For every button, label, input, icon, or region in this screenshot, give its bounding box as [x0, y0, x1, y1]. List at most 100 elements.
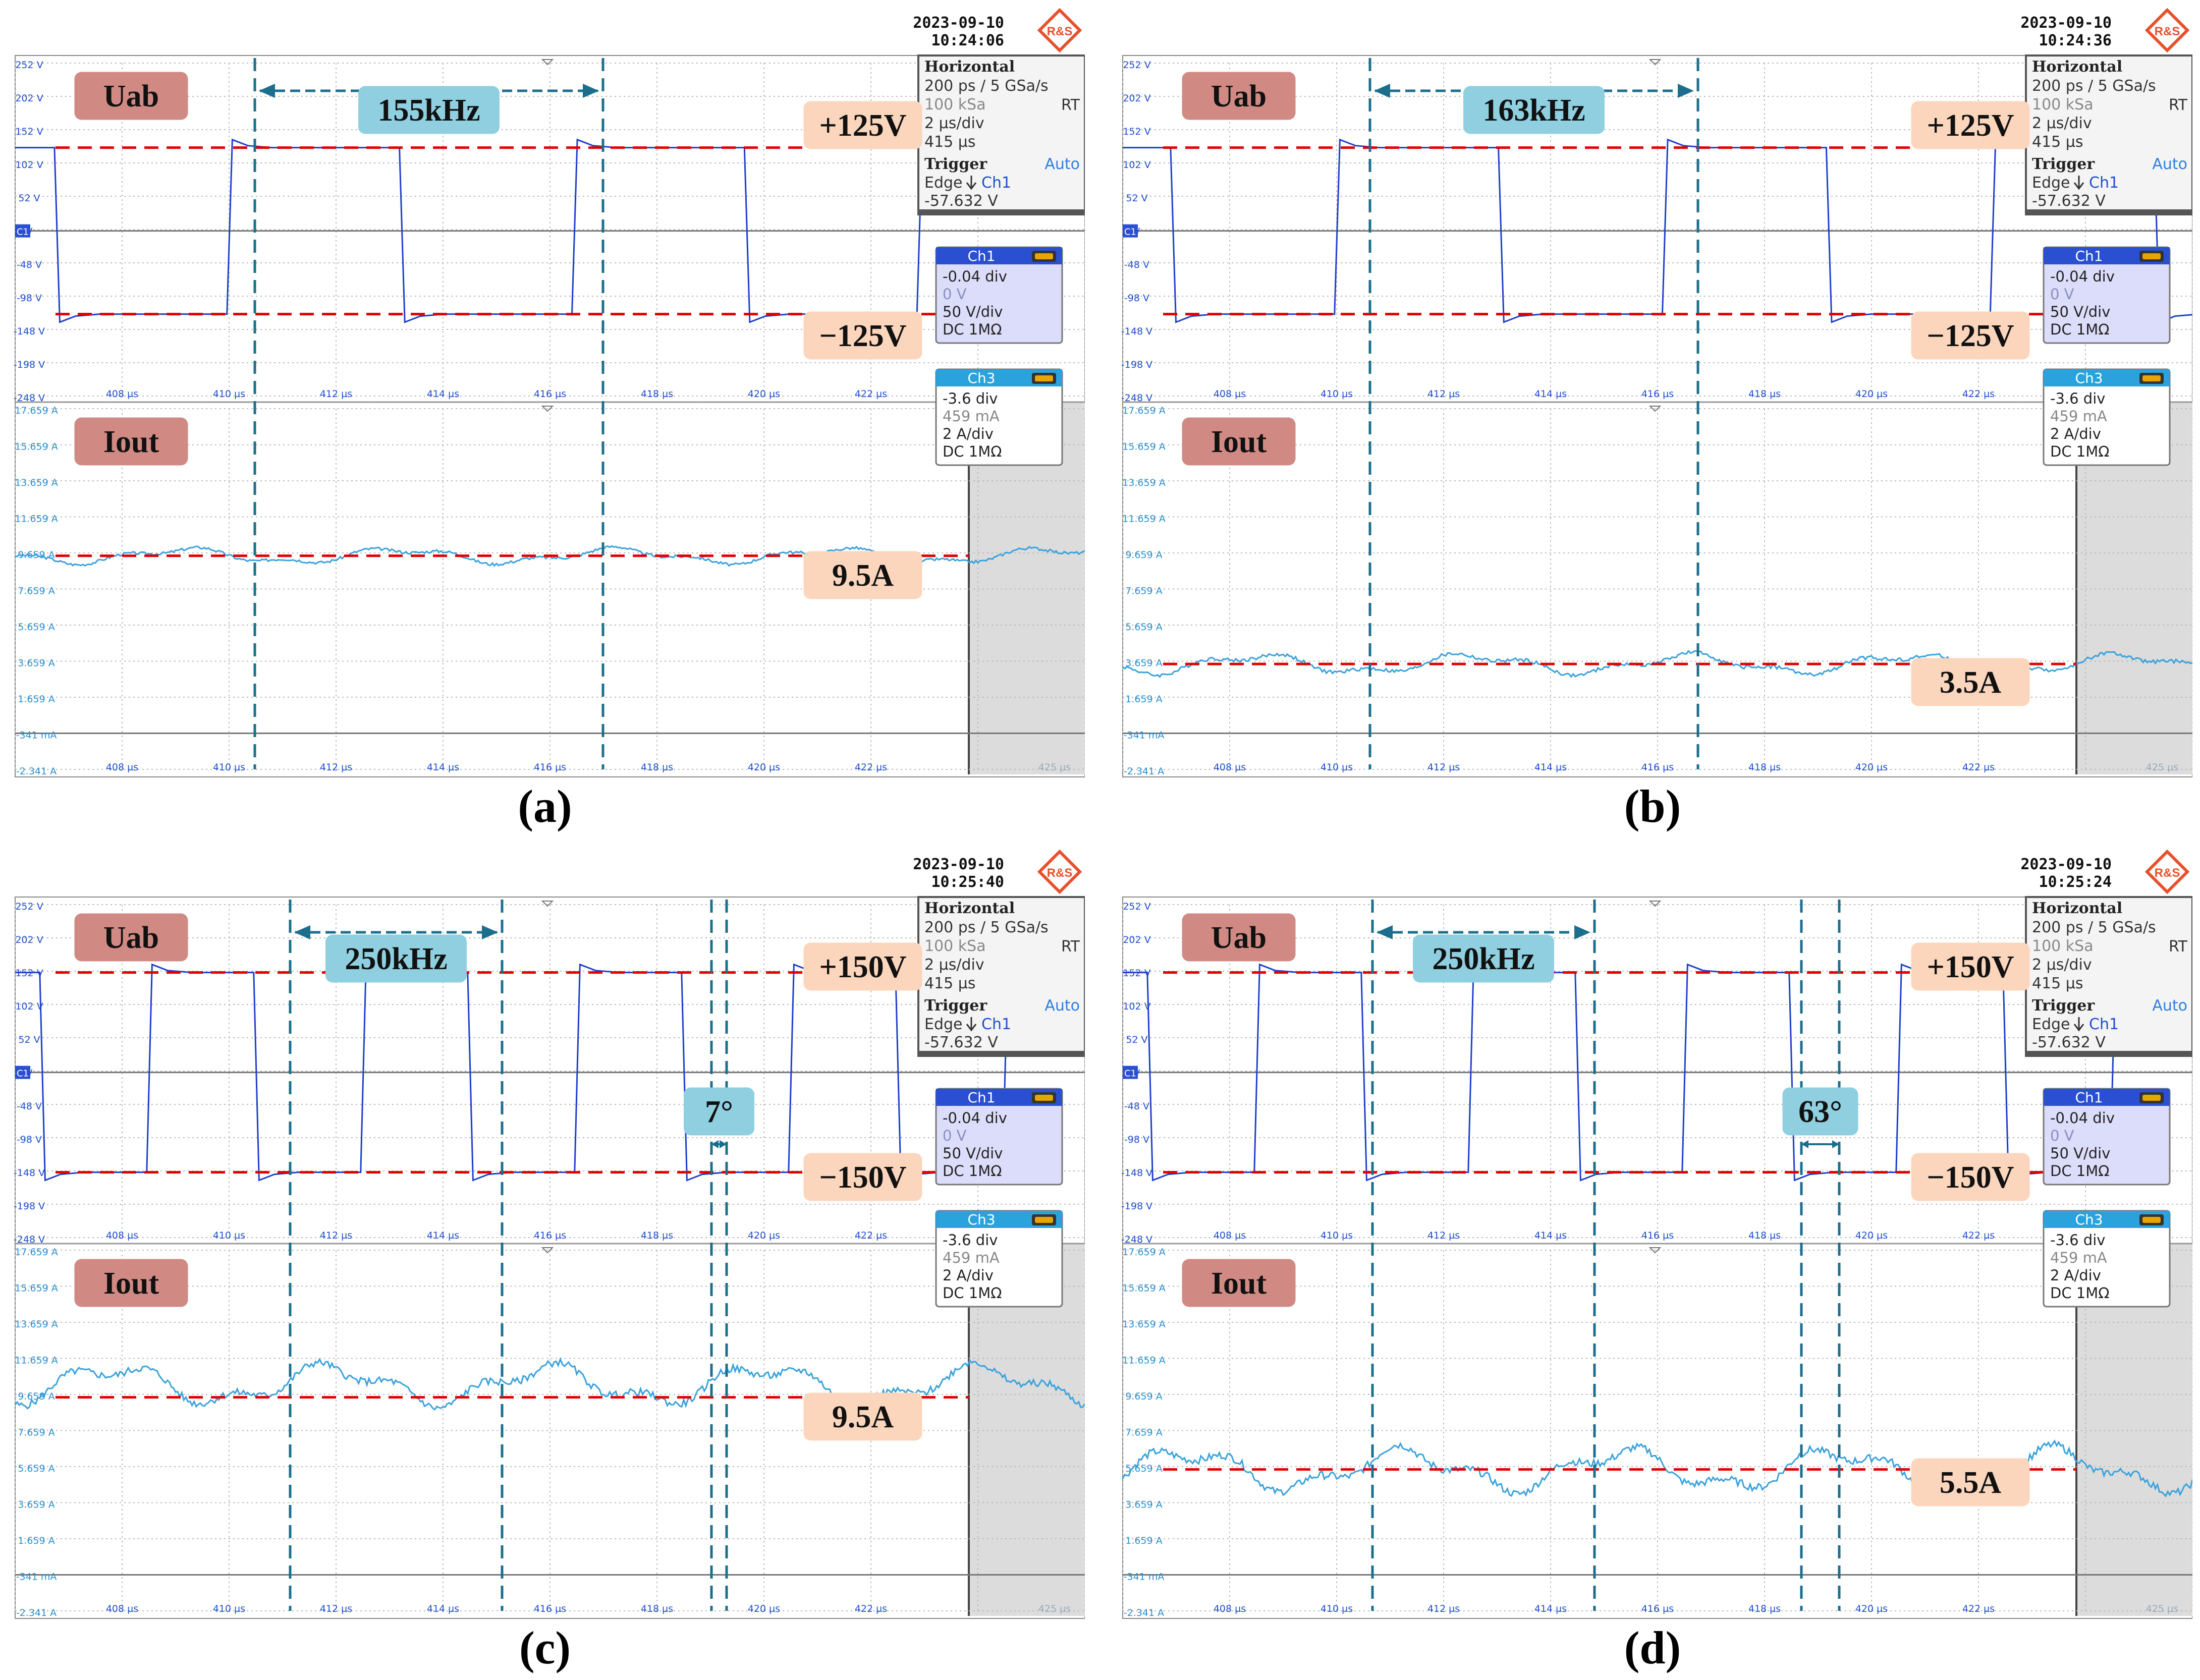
iout-name-label: Iout — [74, 417, 188, 466]
positive-voltage-label: +125V — [1911, 101, 2030, 149]
current-tick-label: 3.659 A — [1125, 658, 1162, 669]
ch3-line: 459 mA — [943, 408, 1000, 425]
trigger-mode[interactable]: Auto — [1044, 155, 1080, 173]
uab-label-text: Uab — [103, 921, 159, 955]
trigger-source: Ch1 — [981, 1016, 1011, 1033]
positive-voltage-label-text: +150V — [1927, 950, 2014, 984]
ch3-line: 2 A/div — [943, 425, 994, 442]
current-tick-label: -341 mA — [16, 730, 57, 741]
trigger-level: -57.632 V — [2032, 1034, 2106, 1051]
ch1-marker-text: C1 — [17, 227, 29, 238]
time-tick-label: 420 µs — [748, 762, 780, 773]
current-tick-label: 13.659 A — [1122, 477, 1166, 488]
positive-voltage-label-text: +125V — [819, 108, 906, 143]
negative-voltage-label: −125V — [1911, 311, 2030, 360]
frequency-label: 155kHz — [358, 86, 500, 134]
voltage-tick-label: -148 V — [1121, 1167, 1152, 1179]
iout-value-label: 9.5A — [803, 551, 922, 599]
trigger-mode[interactable]: Auto — [2152, 997, 2187, 1015]
trigger-source: Ch1 — [2089, 174, 2119, 192]
current-tick-label: 5.659 A — [1125, 1463, 1162, 1474]
time-tick-label: 420 µs — [748, 388, 780, 400]
trigger-mode[interactable]: Auto — [1044, 997, 1080, 1015]
voltage-tick-label: -248 V — [1121, 393, 1152, 404]
uab-label: Uab — [1182, 72, 1296, 120]
voltage-tick-label: 202 V — [1123, 93, 1150, 104]
trigger-edge: Edge — [2032, 1016, 2070, 1033]
current-tick-label: 1.659 A — [1125, 1535, 1162, 1546]
uab-label-text: Uab — [1211, 921, 1267, 955]
horizontal-line: 100 kSa — [2032, 937, 2094, 955]
ch1-line: 50 V/div — [943, 1145, 1003, 1162]
rt-label: RT — [2169, 96, 2188, 114]
rt-label: RT — [1061, 96, 1080, 114]
negative-voltage-label: −150V — [803, 1153, 922, 1201]
ch1-marker-text: C1 — [1124, 227, 1136, 238]
panel-caption: (d) — [1624, 1622, 1681, 1673]
time-tick-label: 414 µs — [427, 762, 459, 773]
ch1-title: Ch1 — [2075, 248, 2103, 264]
time-tick-label: 425 µs — [2146, 762, 2178, 773]
trigger-edge: Edge — [2032, 174, 2070, 192]
positive-voltage-label: +150V — [1911, 942, 2030, 991]
voltage-tick-label: -48 V — [17, 1101, 42, 1112]
trigger-level: -57.632 V — [2032, 192, 2106, 210]
voltage-tick-label: -48 V — [1124, 259, 1149, 270]
current-tick-label: -2.341 A — [1124, 1607, 1164, 1618]
ch1-line: 0 V — [2050, 286, 2074, 303]
falling-edge-icon — [2073, 176, 2084, 190]
time-tick-label: 416 µs — [1641, 388, 1674, 400]
iout-value-label-text: 9.5A — [832, 558, 894, 593]
trigger-level: -57.632 V — [924, 192, 998, 210]
voltage-tick-label: -98 V — [1124, 1134, 1149, 1145]
current-tick-label: 1.659 A — [18, 694, 54, 705]
frequency-label-text: 250kHz — [1432, 942, 1534, 976]
time-tick-label: 408 µs — [1214, 1603, 1246, 1614]
current-tick-label: 17.659 A — [1122, 1247, 1166, 1258]
period-markers — [289, 900, 504, 1611]
positive-voltage-label-text: +150V — [819, 950, 906, 984]
time-tick-label: 420 µs — [1855, 1603, 1888, 1614]
trigger-mode[interactable]: Auto — [2152, 155, 2187, 173]
trigger-edge: Edge — [924, 1016, 963, 1033]
voltage-tick-label: -148 V — [1121, 326, 1152, 337]
voltage-tick-label: 202 V — [1123, 934, 1150, 945]
time-tick-label: 410 µs — [213, 1230, 245, 1241]
current-tick-label: 15.659 A — [1122, 441, 1166, 453]
time-tick-label: 414 µs — [427, 1603, 459, 1614]
time-tick-label: 416 µs — [534, 762, 566, 773]
time-tick-label: 412 µs — [320, 388, 352, 400]
voltage-tick-label: -98 V — [17, 1134, 42, 1145]
current-tick-label: 15.659 A — [1122, 1283, 1166, 1294]
trigger-title: Trigger — [2032, 997, 2095, 1015]
voltage-tick-label: 252 V — [1123, 60, 1150, 71]
time-tick-label: 422 µs — [1962, 1230, 1995, 1241]
time-tick-label: 420 µs — [1855, 388, 1888, 400]
time-tick-label: 422 µs — [855, 762, 887, 773]
time-tick-label: 418 µs — [641, 1230, 673, 1241]
time-tick-label: 412 µs — [1427, 1603, 1460, 1614]
rs-logo-text: R&S — [2155, 866, 2180, 880]
scope-screen — [15, 897, 1085, 1619]
iout-value-label-text: 5.5A — [1940, 1466, 2002, 1500]
time-tick-label: 408 µs — [106, 388, 138, 400]
iout-name-label-text: Iout — [1211, 425, 1267, 459]
horizontal-line: 415 µs — [2032, 133, 2083, 151]
time-tick-label: 418 µs — [1748, 762, 1781, 773]
phase-markers — [1800, 900, 1841, 1611]
iout-name-label-text: Iout — [1211, 1266, 1267, 1301]
